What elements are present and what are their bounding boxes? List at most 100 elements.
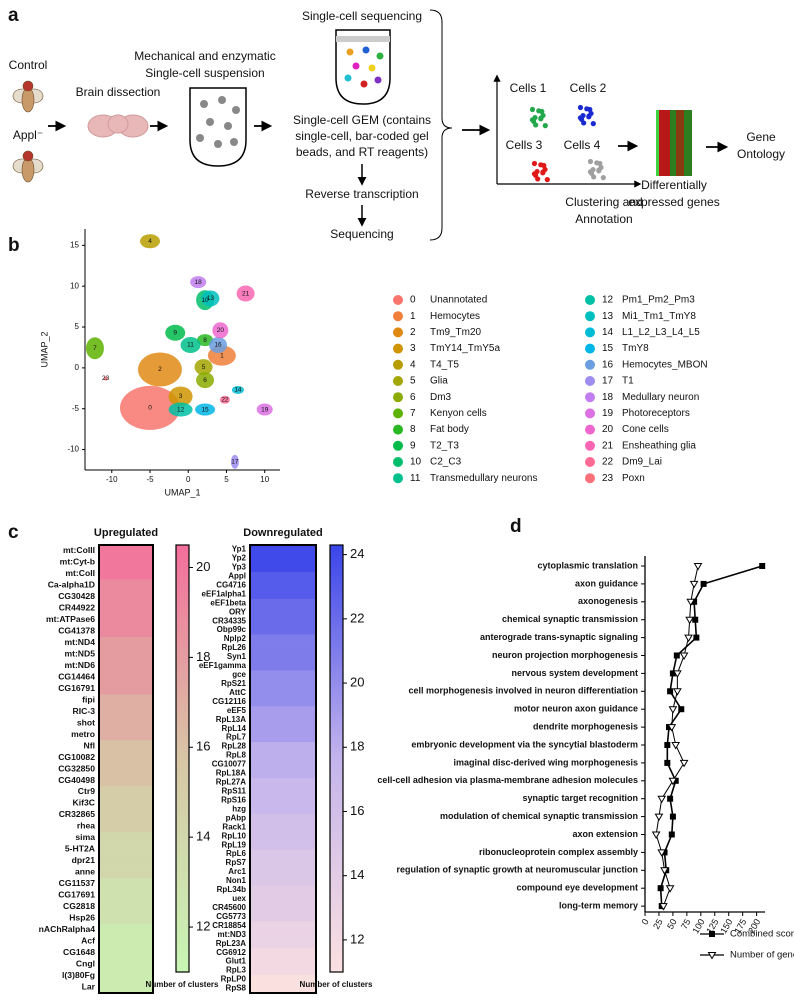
heatmap-cell (99, 981, 153, 994)
marker (693, 563, 703, 571)
legend-swatch (585, 311, 595, 322)
gene-label: Arc1 (228, 867, 246, 876)
heatmap-cell (250, 545, 316, 555)
cell-dot (529, 106, 536, 113)
heatmap-cell (250, 751, 316, 761)
heatmap-cell (99, 625, 153, 638)
cluster-label: 3 (179, 393, 183, 400)
legend-id: 23 (602, 473, 614, 484)
marker (661, 849, 668, 856)
legend-swatch (393, 295, 403, 305)
legend-swatch (393, 359, 403, 370)
x-tick-label: -10 (106, 475, 118, 484)
gene-label: Rack1 (222, 822, 246, 831)
gene-label: RpL8 (226, 751, 247, 760)
gene-label: Yp1 (232, 545, 247, 554)
heatmap-cell (250, 876, 316, 886)
gene-label: RpL27A (216, 778, 246, 787)
colorbar-label: Number of clusters (146, 980, 219, 989)
step-label: beads, and RT reagents) (296, 145, 428, 159)
panel-label: d (510, 516, 522, 537)
gene-label: CG32850 (58, 763, 95, 773)
colorbar-tick-label: 14 (350, 867, 364, 882)
legend-id: 16 (602, 359, 614, 370)
go-term: cell morphogenesis involved in neuron di… (408, 686, 638, 696)
step-label: single-cell, bar-coded gel (295, 129, 428, 143)
legend-swatch (585, 392, 595, 403)
legend-swatch (393, 440, 403, 451)
cell-dot (531, 160, 538, 167)
cluster-cloud (103, 376, 108, 381)
colorbar-tick-label: 12 (350, 931, 364, 946)
gene-label: CG6912 (216, 948, 246, 957)
marker (667, 688, 674, 695)
go-term: motor neuron axon guidance (514, 704, 638, 714)
cluster-label: 21 (242, 290, 250, 297)
heatmap-cell (99, 556, 153, 569)
cluster-label: 10 (201, 297, 209, 304)
cluster-cloud (194, 359, 213, 376)
x-tick-label: 0 (186, 475, 191, 484)
heatmap-cell (250, 724, 316, 734)
go-term: cell-cell adhesion via plasma-membrane a… (377, 775, 638, 785)
legend-id: 1 (410, 311, 416, 322)
gene-label: CG1648 (63, 947, 95, 957)
heatmap-cell (250, 679, 316, 689)
legend-id: 9 (410, 440, 416, 451)
gene-label: Glut1 (226, 957, 247, 966)
heatmap-cell (250, 831, 316, 841)
cluster-cloud (137, 352, 182, 387)
legend-swatch (585, 424, 595, 435)
gene-label: mt:CoIII (63, 545, 95, 555)
gene-label: RpS7 (226, 858, 247, 867)
legend-label: Glia (430, 376, 448, 387)
go-term: compound eye development (516, 883, 638, 893)
heatmap-cell (250, 804, 316, 815)
heatmap-cell (99, 613, 153, 626)
marker (660, 867, 669, 875)
cell-dot (540, 170, 546, 176)
colorbar-tick-label: 16 (350, 803, 364, 818)
panel-label: c (8, 522, 19, 543)
gene-label: RpS8 (226, 984, 247, 993)
x-tick-label: 0 (640, 917, 651, 926)
cluster-label: 23 (102, 375, 110, 382)
heatmap-cell (250, 562, 316, 573)
gene-label: CG4716 (216, 580, 246, 589)
marker (654, 813, 664, 822)
cells-label: Cells 1 (510, 81, 547, 95)
legend-label: Fat body (430, 424, 469, 435)
heatmap-cell (99, 912, 153, 925)
heatmap-cell (250, 715, 316, 725)
gene-label: mt:ATPase6 (46, 614, 95, 624)
heatmap-cell (99, 636, 153, 649)
gene-label: fipi (82, 694, 95, 704)
marker (651, 831, 661, 839)
x-axis-label: UMAP_1 (164, 487, 200, 497)
heatmap-cell (99, 878, 153, 890)
heatmap-cell (250, 706, 316, 716)
cluster-label: 17 (231, 459, 239, 466)
heatmap-cell (250, 939, 316, 949)
marker (666, 724, 672, 731)
legend-label: Dm3 (430, 392, 452, 403)
gene-label: RpL13A (216, 715, 246, 724)
panel-label: a (8, 5, 19, 26)
legend-id: 17 (602, 376, 614, 387)
gene-label: CR34335 (212, 616, 246, 625)
heatmap-cell (99, 820, 153, 833)
gene-label: CG10082 (58, 752, 95, 762)
heatmap-cell (250, 957, 316, 967)
cluster-label: 15 (201, 406, 209, 413)
marker (659, 903, 668, 911)
gene-label: RpL19 (222, 840, 247, 849)
cell-dot (591, 174, 597, 180)
cell-dot (538, 116, 544, 122)
gene-label: RpS16 (221, 795, 246, 804)
cluster-cloud (230, 454, 239, 469)
gene-label: AttC (229, 688, 246, 697)
gene-label: CG11537 (59, 878, 96, 888)
heatmap-cell (250, 643, 316, 653)
heatmap-cell (99, 579, 153, 592)
go-term: nervous system development (511, 668, 638, 678)
